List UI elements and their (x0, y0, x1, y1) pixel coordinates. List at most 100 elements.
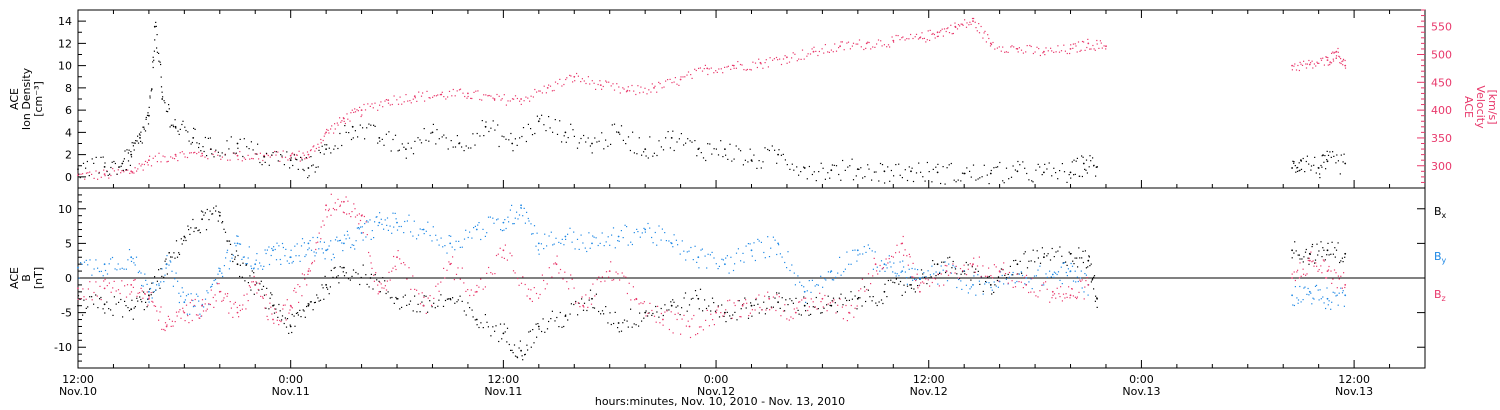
velocity-sample (1305, 63, 1307, 65)
b-bx-sample (203, 214, 205, 216)
b-by-sample (501, 230, 503, 232)
velocity-sample (467, 95, 469, 98)
b-by-sample (194, 305, 196, 307)
b-bx-sample (662, 314, 664, 317)
b-by-sample (533, 225, 536, 227)
velocity-sample (1063, 44, 1065, 46)
b-by-sample (1084, 273, 1086, 275)
b-by-sample (1039, 265, 1041, 267)
b-bx-sample (656, 311, 658, 313)
b-by-sample (730, 256, 732, 258)
b-bx-sample (776, 292, 778, 294)
b-bx-sample (208, 219, 210, 221)
b-bz-sample (262, 296, 264, 298)
velocity-sample (691, 77, 693, 79)
b-bz-sample (1322, 259, 1324, 261)
density-sample (522, 127, 525, 129)
velocity-sample (93, 177, 95, 179)
b-bz-sample (734, 304, 736, 307)
b-bx-sample (521, 355, 523, 357)
b-by-sample (524, 222, 526, 224)
b-by-point (343, 242, 345, 245)
b-by-sample (560, 242, 562, 244)
b-bx-sample (1331, 241, 1333, 243)
b-bx-sample (607, 322, 609, 324)
velocity-sample (644, 87, 646, 89)
b-by-sample (1024, 283, 1026, 285)
b-bz-sample (1338, 278, 1340, 280)
b-bx-sample (573, 303, 575, 306)
b-by-sample (633, 232, 635, 234)
b-by-sample (395, 218, 397, 220)
x-tick-label-time: 12:00 (913, 373, 945, 386)
b-bx-sample (920, 269, 923, 271)
velocity-sample (477, 90, 479, 92)
velocity-sample (1312, 67, 1314, 69)
b-bz-sample (369, 255, 371, 257)
velocity-sample (1100, 42, 1102, 44)
b-by-sample (592, 235, 594, 237)
velocity-sample (166, 161, 168, 163)
b-bz-sample (917, 287, 919, 289)
b-bx-sample (842, 304, 844, 306)
b-by-sample (715, 263, 717, 265)
b-bx-sample (556, 316, 558, 319)
b-bx-sample (461, 300, 463, 302)
b-bz-sample (647, 312, 649, 314)
b-bz-sample (227, 293, 229, 295)
b-bx-sample (431, 306, 433, 308)
density-sample (840, 179, 842, 181)
b-bz-sample (512, 270, 515, 272)
density-sample (1003, 182, 1005, 184)
velocity-sample (1026, 45, 1028, 47)
b-by-sample (985, 281, 988, 283)
b-by-sample (1314, 285, 1317, 287)
velocity-sample (957, 24, 960, 26)
velocity-sample (942, 35, 944, 37)
b-by-sample (937, 283, 939, 285)
b-bx-sample (223, 228, 225, 230)
b-bx-sample (831, 300, 833, 302)
velocity-sample (304, 158, 306, 160)
density-sample (820, 162, 822, 164)
b-by-sample (170, 261, 172, 263)
density-sample (141, 142, 143, 144)
velocity-sample (112, 168, 114, 170)
b-bx-sample (281, 315, 284, 317)
b-bx-point (1016, 263, 1019, 266)
density-sample (543, 124, 545, 126)
b-by-sample (837, 272, 839, 274)
b-bz-sample (1083, 298, 1085, 300)
b-bz-sample (301, 295, 303, 297)
density-sample (613, 123, 616, 125)
b-bx-sample (803, 296, 805, 298)
b-bx-sample (297, 314, 299, 316)
b-bx-sample (1073, 263, 1075, 265)
density-sample (678, 138, 680, 140)
b-bz-sample (854, 307, 856, 309)
b-bx-sample (829, 304, 831, 306)
b-bx-sample (577, 314, 579, 316)
b-bx-sample (670, 301, 672, 303)
b-bz-sample (354, 216, 357, 218)
b-by-sample (369, 219, 371, 221)
b-bx-sample (1095, 295, 1097, 297)
b-bz-sample (965, 274, 968, 276)
b-by-sample (661, 228, 663, 230)
b-bz-sample (506, 259, 508, 261)
velocity-sample (1315, 65, 1317, 67)
b-bx-point (183, 235, 186, 238)
b-bx-sample (848, 299, 850, 301)
b-bx-sample (1087, 266, 1089, 268)
b-bx-sample (372, 288, 374, 290)
b-bx-sample (589, 289, 592, 291)
b-bx-sample (118, 301, 120, 303)
density-sample (961, 172, 964, 174)
b-by-sample (912, 279, 914, 281)
velocity-sample (1306, 63, 1308, 65)
b-bx-sample (192, 218, 194, 221)
b-by-sample (563, 244, 565, 246)
b-bx-sample (548, 320, 550, 323)
b-by-sample (906, 277, 908, 279)
b-bz-sample (166, 324, 168, 326)
